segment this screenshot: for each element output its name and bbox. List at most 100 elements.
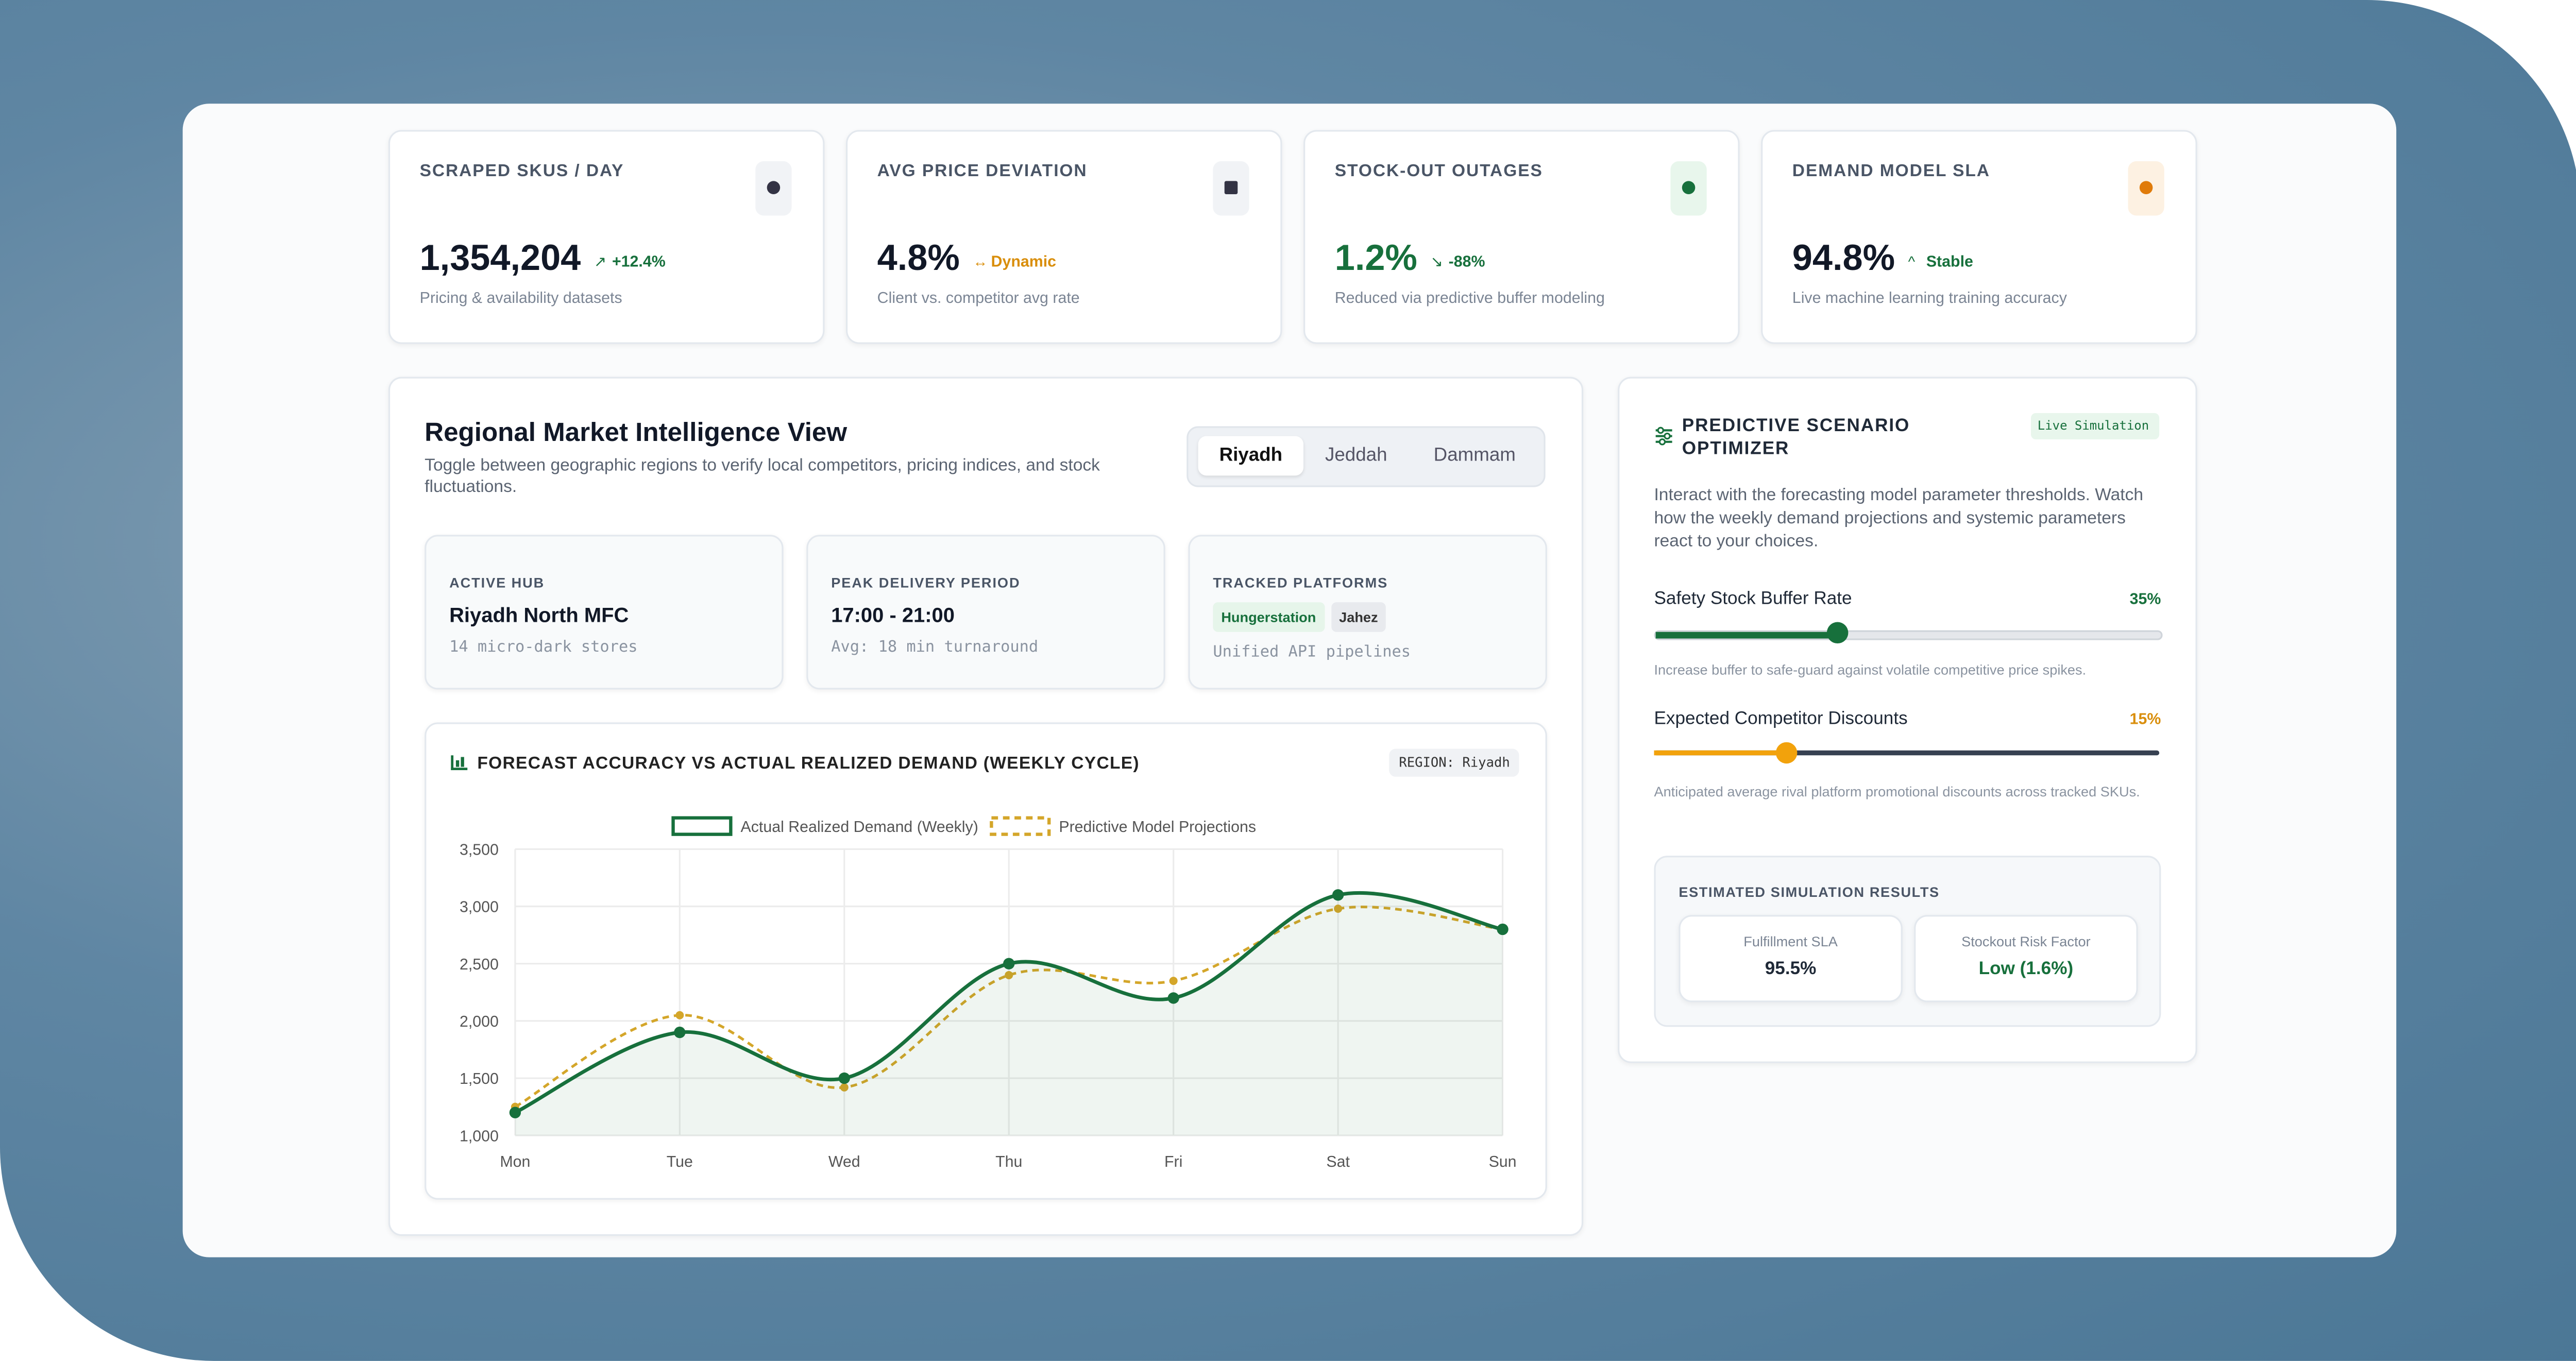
slider-track[interactable] <box>1654 750 2160 756</box>
slider-help: Anticipated average rival platform promo… <box>1654 783 2140 800</box>
result-card: Stockout Risk Factor Low (1.6%) <box>1914 915 2138 1002</box>
info-note: 14 micro-dark stores <box>449 638 638 657</box>
y-tick-label: 3,500 <box>460 842 499 859</box>
kpi-label: STOCK-OUT OUTAGES <box>1334 161 1543 181</box>
kpi-card: STOCK-OUT OUTAGES 1.2% ↘ -88% Reduced via pr… <box>1303 130 1740 344</box>
kpi-label: AVG PRICE DEVIATION <box>877 161 1088 181</box>
y-tick-label: 2,000 <box>460 1013 499 1030</box>
y-tick-label: 3,000 <box>460 899 499 916</box>
point <box>1003 958 1015 969</box>
info-card: TRACKED PLATFORMS Hungerstation Jahez Unifi… <box>1188 535 1547 690</box>
region-panel: Regional Market Intelligence View Toggle… <box>388 377 1584 1236</box>
legend-swatch <box>990 816 1051 836</box>
optimizer-panel: PREDICTIVE SCENARIO OPTIMIZER Live Simul… <box>1618 377 2197 1063</box>
point <box>840 1083 849 1092</box>
y-tick-label: 1,500 <box>460 1070 499 1087</box>
chart-title: FORECAST ACCURACY VS ACTUAL REALIZED DEM… <box>477 754 1140 774</box>
point <box>1332 889 1344 901</box>
chart: 1,000 1,500 2,000 2,500 3,000 3,500 Mon Tue Wed T… <box>460 816 1517 1170</box>
kpi-arrow: ↘ <box>1430 253 1443 270</box>
region-tabs: Riyadh Jeddah Dammam <box>1187 426 1546 487</box>
kpi-change: Stable <box>1926 253 1973 272</box>
chart-icon <box>451 755 468 771</box>
kpi-value: 94.8% <box>1792 237 1895 278</box>
info-note: Unified API pipelines <box>1213 643 1411 662</box>
kpi-icon <box>2128 161 2164 216</box>
kpi-arrow: ↔ <box>973 253 988 270</box>
tab[interactable]: Dammam <box>1433 446 1516 466</box>
point <box>674 1026 686 1039</box>
y-tick-label: 1,000 <box>460 1128 499 1145</box>
legend-label: Predictive Model Projections <box>1059 819 1256 836</box>
x-tick-label: Mon <box>500 1153 530 1170</box>
kpi-icon <box>1670 161 1707 216</box>
region-badge: REGION: Riyadh <box>1389 748 1520 777</box>
info-card: PEAK DELIVERY PERIOD 17:00 - 21:00 Avg: 18… <box>806 535 1165 690</box>
kpi-label: DEMAND MODEL SLA <box>1792 161 1990 181</box>
panel-title: Regional Market Intelligence View <box>425 419 848 448</box>
point <box>1167 992 1179 1004</box>
x-tick-label: Tue <box>667 1153 693 1170</box>
live-badge: Live Simulation <box>2031 413 2160 439</box>
slider-thumb[interactable] <box>1826 622 1849 644</box>
sliders-icon <box>1655 427 1672 446</box>
slider-label: Expected Competitor Discounts <box>1654 709 1908 729</box>
x-tick-label: Thu <box>995 1153 1022 1170</box>
point <box>838 1072 850 1084</box>
slider-value: 15% <box>2129 711 2161 729</box>
kpi-label: SCRAPED SKUS / DAY <box>419 161 624 181</box>
x-tick-label: Wed <box>828 1153 860 1170</box>
kpi-icon <box>755 161 792 216</box>
result-value: Low (1.6%) <box>1978 959 2074 979</box>
kpi-change: Dynamic <box>991 253 1057 272</box>
panel-subtitle: Toggle between geographic regions to ver… <box>425 455 1100 497</box>
results-title: ESTIMATED SIMULATION RESULTS <box>1679 883 1940 900</box>
result-value: 95.5% <box>1765 959 1817 979</box>
x-tick-label: Fri <box>1164 1153 1182 1170</box>
info-card: ACTIVE HUB Riyadh North MFC 14 micro-dark … <box>425 535 784 690</box>
kpi-change: +12.4% <box>612 253 666 272</box>
kpi-value: 1.2% <box>1334 237 1417 278</box>
kpi-value: 1,354,204 <box>419 237 581 278</box>
point <box>1169 977 1178 985</box>
slider-thumb[interactable] <box>1775 742 1798 764</box>
info-label: ACTIVE HUB <box>449 574 545 591</box>
slider-help: Increase buffer to safe-guard against vo… <box>1654 661 2087 678</box>
kpi-note: Live machine learning training accuracy <box>1792 290 2067 308</box>
result-card: Fulfillment SLA 95.5% <box>1679 915 1903 1002</box>
legend-swatch <box>671 816 733 836</box>
info-label: PEAK DELIVERY PERIOD <box>831 574 1021 591</box>
point <box>1005 971 1013 979</box>
optimizer-description: Interact with the forecasting model para… <box>1654 485 2144 552</box>
point <box>675 1011 684 1019</box>
kpi-arrow: ^ <box>1908 253 1916 270</box>
x-tick-label: Sun <box>1489 1153 1517 1170</box>
optimizer-title: PREDICTIVE SCENARIO OPTIMIZER <box>1682 416 1910 460</box>
slider-track[interactable] <box>1654 630 2163 640</box>
slider-label: Safety Stock Buffer Rate <box>1654 589 1852 609</box>
info-value: 17:00 - 21:00 <box>831 604 955 627</box>
y-tick-label: 2,500 <box>460 956 499 973</box>
tab[interactable]: Jeddah <box>1325 446 1387 466</box>
point <box>509 1107 521 1118</box>
chart-card: FORECAST ACCURACY VS ACTUAL REALIZED DEM… <box>425 722 1547 1200</box>
info-label: TRACKED PLATFORMS <box>1213 574 1388 591</box>
kpi-value: 4.8% <box>877 237 960 278</box>
results-box: ESTIMATED SIMULATION RESULTS Fulfillment… <box>1654 856 2161 1027</box>
tab[interactable]: Riyadh <box>1198 436 1304 476</box>
info-note: Avg: 18 min turnaround <box>831 638 1039 657</box>
area <box>515 893 1503 1136</box>
kpi-change: -88% <box>1448 253 1485 272</box>
slider-value: 35% <box>2129 590 2161 609</box>
x-tick-label: Sat <box>1326 1153 1350 1170</box>
point <box>1334 904 1343 913</box>
info-value: Riyadh North MFC <box>449 604 629 627</box>
kpi-note: Reduced via predictive buffer modeling <box>1334 290 1605 308</box>
platform-tag: Hungerstation <box>1213 602 1325 632</box>
kpi-note: Client vs. competitor avg rate <box>877 290 1080 308</box>
platform-tag: Jahez <box>1331 602 1386 632</box>
kpi-card: SCRAPED SKUS / DAY 1,354,204 ↗ +12.4% Pricin… <box>388 130 825 344</box>
result-label: Fulfillment SLA <box>1743 933 1838 950</box>
